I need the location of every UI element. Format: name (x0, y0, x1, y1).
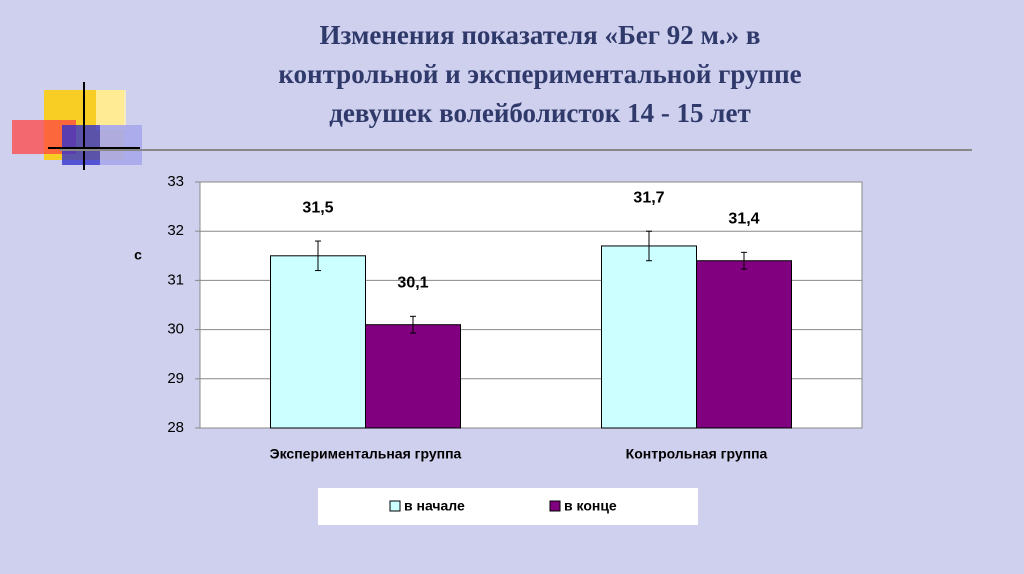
value-label: 30,1 (397, 275, 428, 292)
y-tick-label: 28 (167, 419, 184, 436)
y-tick-label: 30 (167, 321, 184, 338)
y-tick-label: 32 (167, 222, 184, 239)
value-label: 31,4 (728, 211, 759, 228)
value-label: 31,5 (302, 199, 333, 216)
title-line: контрольной и экспериментальной группе (278, 59, 801, 89)
legend-swatch (389, 500, 401, 512)
error-bar (741, 251, 747, 270)
error-bar (646, 230, 652, 262)
bar (601, 245, 697, 429)
legend-swatch (549, 500, 561, 512)
title-line: девушек волейболисток 14 - 15 лет (329, 98, 750, 128)
error-bar (410, 315, 416, 334)
title-line: Изменения показателя «Бег 92 м.» в (319, 20, 760, 50)
x-tick-label: Экспериментальная группа (270, 446, 462, 462)
bar (365, 324, 461, 429)
legend-label: в конце (564, 498, 617, 514)
bar (270, 255, 366, 429)
value-label: 31,7 (633, 189, 664, 206)
bar (696, 260, 792, 429)
legend-label: в начале (404, 498, 465, 514)
y-axis-label: с (134, 247, 142, 263)
y-tick-label: 33 (167, 173, 184, 190)
y-tick-label: 31 (167, 271, 184, 288)
error-bar (315, 240, 321, 272)
decoration (12, 82, 972, 170)
legend (318, 488, 698, 525)
x-tick-label: Контрольная группа (626, 446, 768, 462)
y-tick-label: 29 (167, 370, 184, 387)
